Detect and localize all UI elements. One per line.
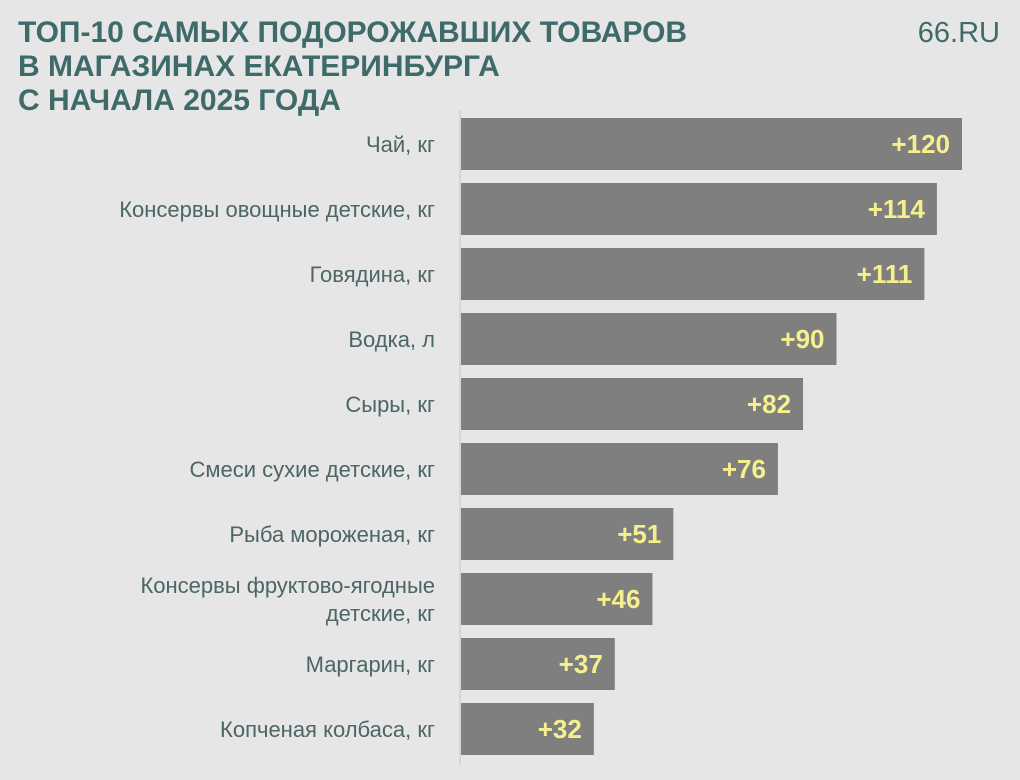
category-label: Говядина, кг bbox=[310, 262, 435, 287]
data-label: +51 bbox=[617, 519, 661, 549]
title-line: ТОП-10 САМЫХ ПОДОРОЖАВШИХ ТОВАРОВ bbox=[18, 16, 688, 49]
data-label: +114 bbox=[868, 194, 926, 224]
data-label: +82 bbox=[747, 389, 791, 419]
bar bbox=[461, 313, 837, 365]
data-label: +111 bbox=[857, 259, 913, 289]
category-label: Маргарин, кг bbox=[306, 652, 435, 677]
chart-title: ТОП-10 САМЫХ ПОДОРОЖАВШИХ ТОВАРОВ В МАГА… bbox=[18, 16, 687, 118]
data-label: +120 bbox=[891, 129, 950, 159]
bar bbox=[461, 703, 594, 755]
title-line: В МАГАЗИНАХ ЕКАТЕРИНБУРГА bbox=[18, 50, 500, 83]
bar bbox=[461, 443, 778, 495]
data-label: +76 bbox=[722, 454, 766, 484]
category-label: Копченая колбаса, кг bbox=[220, 717, 435, 742]
category-label: Смеси сухие детские, кг bbox=[190, 457, 435, 482]
brand-logo: 66.RU bbox=[917, 17, 1000, 49]
category-label: Сыры, кг bbox=[345, 392, 435, 417]
data-label: +32 bbox=[538, 714, 582, 744]
bar bbox=[461, 248, 925, 300]
bar bbox=[461, 118, 962, 170]
bar bbox=[461, 508, 674, 560]
category-label: детские, кг bbox=[326, 601, 435, 626]
data-label: +46 bbox=[596, 584, 640, 614]
category-label: Чай, кг bbox=[366, 132, 435, 157]
category-label: Консервы фруктово-ягодные bbox=[140, 573, 435, 598]
category-label: Рыба мороженая, кг bbox=[229, 522, 435, 547]
data-label: +90 bbox=[780, 324, 824, 354]
bar bbox=[461, 183, 937, 235]
data-label: +37 bbox=[559, 649, 603, 679]
category-label: Консервы овощные детские, кг bbox=[119, 197, 435, 222]
title-line: С НАЧАЛА 2025 ГОДА bbox=[18, 84, 341, 117]
category-label: Водка, л bbox=[348, 327, 435, 352]
bar bbox=[461, 378, 804, 430]
bar bbox=[461, 573, 653, 625]
bar bbox=[461, 638, 615, 690]
